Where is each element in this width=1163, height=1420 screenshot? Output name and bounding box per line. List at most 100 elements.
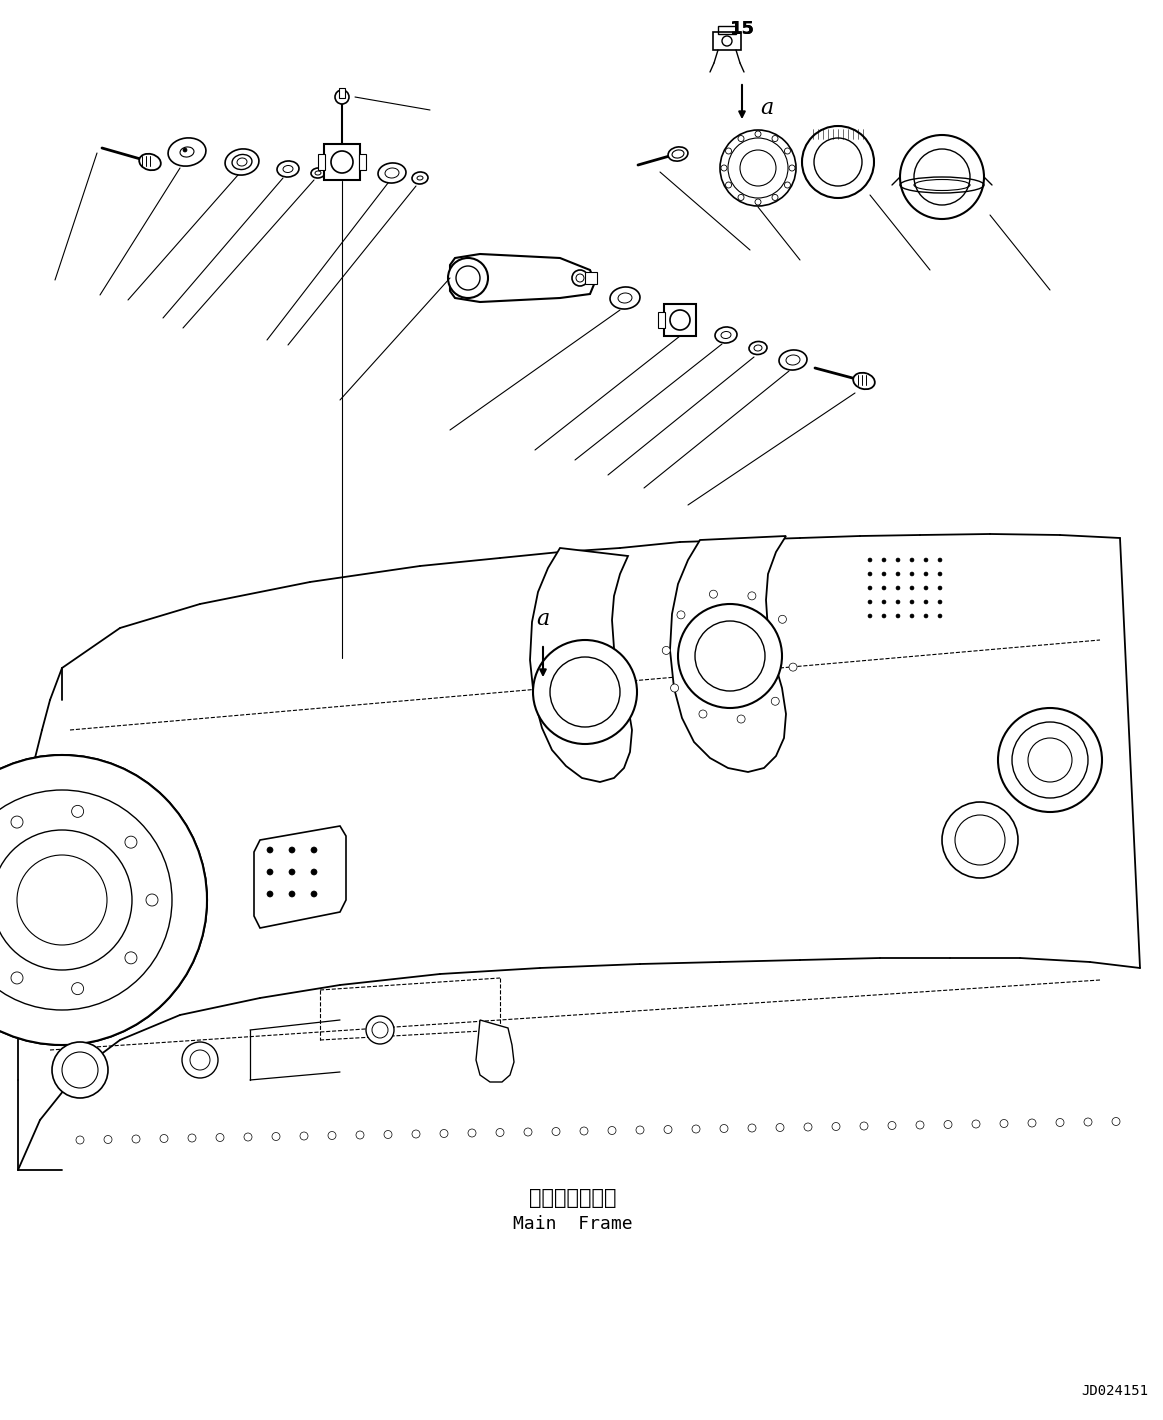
Circle shape xyxy=(550,657,620,727)
Circle shape xyxy=(1028,1119,1036,1127)
Ellipse shape xyxy=(378,163,406,183)
Circle shape xyxy=(909,586,914,589)
Circle shape xyxy=(272,1133,280,1140)
Circle shape xyxy=(124,951,137,964)
Ellipse shape xyxy=(786,355,800,365)
Circle shape xyxy=(335,89,349,104)
Ellipse shape xyxy=(233,155,252,169)
Bar xyxy=(713,33,741,50)
Circle shape xyxy=(1056,1119,1064,1126)
Circle shape xyxy=(944,1120,952,1129)
Text: Main  Frame: Main Frame xyxy=(513,1216,633,1233)
Circle shape xyxy=(699,710,707,719)
Circle shape xyxy=(1028,738,1072,782)
Circle shape xyxy=(909,572,914,577)
Circle shape xyxy=(216,1133,224,1142)
Circle shape xyxy=(181,1042,217,1078)
Circle shape xyxy=(942,802,1018,878)
Circle shape xyxy=(923,601,928,604)
Circle shape xyxy=(131,1135,140,1143)
Circle shape xyxy=(384,1130,392,1139)
Ellipse shape xyxy=(721,331,732,338)
Ellipse shape xyxy=(180,146,194,158)
Bar xyxy=(317,153,324,170)
Polygon shape xyxy=(254,826,347,929)
Circle shape xyxy=(366,1015,394,1044)
Text: 15: 15 xyxy=(729,20,755,38)
Circle shape xyxy=(495,1129,504,1136)
Circle shape xyxy=(190,1049,211,1071)
Text: 15: 15 xyxy=(729,20,755,38)
Text: a: a xyxy=(536,608,550,630)
Circle shape xyxy=(882,558,886,562)
Circle shape xyxy=(939,601,942,604)
Circle shape xyxy=(267,869,273,875)
Circle shape xyxy=(771,697,779,706)
Circle shape xyxy=(677,611,685,619)
Circle shape xyxy=(882,586,886,589)
Circle shape xyxy=(692,1125,700,1133)
Circle shape xyxy=(72,983,84,994)
Circle shape xyxy=(804,1123,812,1130)
Circle shape xyxy=(868,558,872,562)
Ellipse shape xyxy=(311,168,324,178)
Text: メインフレーム: メインフレーム xyxy=(529,1189,616,1208)
Ellipse shape xyxy=(668,146,688,160)
Circle shape xyxy=(311,846,317,853)
Circle shape xyxy=(678,604,782,709)
Circle shape xyxy=(778,615,786,623)
Circle shape xyxy=(909,613,914,618)
Circle shape xyxy=(331,151,354,173)
Circle shape xyxy=(468,1129,476,1137)
Circle shape xyxy=(832,1122,840,1130)
Circle shape xyxy=(10,971,23,984)
Circle shape xyxy=(440,1129,448,1137)
Circle shape xyxy=(525,1127,531,1136)
Circle shape xyxy=(188,1135,197,1142)
Circle shape xyxy=(889,1122,896,1129)
Ellipse shape xyxy=(140,153,160,170)
Ellipse shape xyxy=(779,349,807,371)
Circle shape xyxy=(124,836,137,848)
Ellipse shape xyxy=(611,287,640,310)
Circle shape xyxy=(896,586,900,589)
Circle shape xyxy=(670,310,690,329)
Circle shape xyxy=(695,621,765,692)
Circle shape xyxy=(160,1135,167,1143)
Circle shape xyxy=(896,572,900,577)
Circle shape xyxy=(311,869,317,875)
Ellipse shape xyxy=(237,158,247,166)
Circle shape xyxy=(916,1120,923,1129)
Circle shape xyxy=(789,663,797,672)
Ellipse shape xyxy=(854,373,875,389)
Circle shape xyxy=(183,148,187,152)
Bar xyxy=(324,143,361,180)
Circle shape xyxy=(1012,721,1089,798)
Circle shape xyxy=(923,613,928,618)
Circle shape xyxy=(955,815,1005,865)
Circle shape xyxy=(456,266,480,290)
Circle shape xyxy=(882,613,886,618)
Circle shape xyxy=(104,1136,112,1143)
Circle shape xyxy=(608,1126,616,1135)
Text: JD024151: JD024151 xyxy=(1080,1384,1148,1399)
Polygon shape xyxy=(530,548,632,782)
Circle shape xyxy=(868,613,872,618)
Polygon shape xyxy=(476,1020,514,1082)
Circle shape xyxy=(882,572,886,577)
Bar xyxy=(359,153,366,170)
Circle shape xyxy=(147,895,158,906)
Circle shape xyxy=(923,586,928,589)
Bar xyxy=(718,26,736,34)
Ellipse shape xyxy=(277,160,299,178)
Circle shape xyxy=(737,716,745,723)
Circle shape xyxy=(300,1132,308,1140)
Circle shape xyxy=(664,1126,672,1133)
Ellipse shape xyxy=(315,170,321,175)
Circle shape xyxy=(896,613,900,618)
Circle shape xyxy=(52,1042,108,1098)
Polygon shape xyxy=(670,535,786,772)
Circle shape xyxy=(939,586,942,589)
Circle shape xyxy=(0,831,131,970)
Ellipse shape xyxy=(412,172,428,185)
